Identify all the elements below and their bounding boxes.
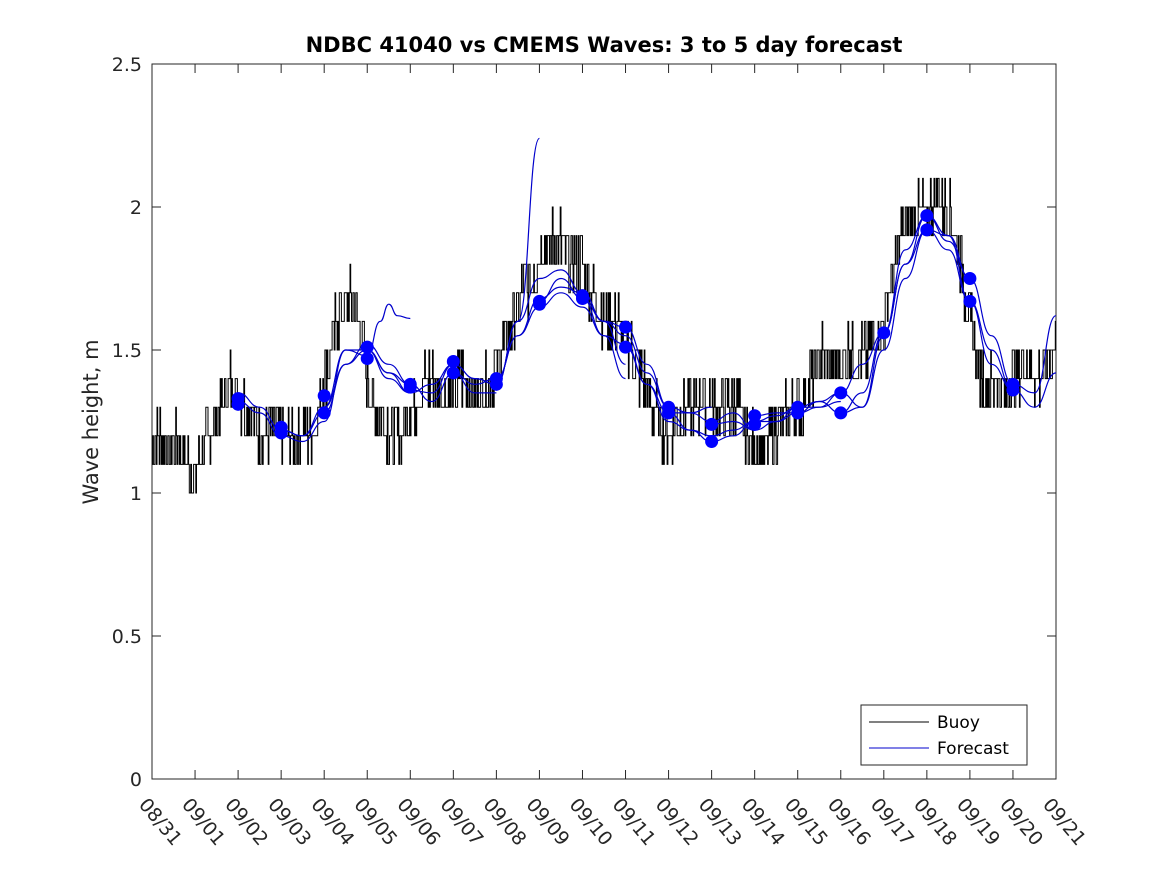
- y-tick-label: 1.5: [112, 340, 142, 362]
- y-tick-label: 1: [130, 483, 142, 505]
- forecast-marker: [662, 406, 676, 420]
- forecast-marker: [360, 340, 374, 354]
- forecast-marker: [532, 297, 546, 311]
- forecast-marker: [920, 209, 934, 223]
- forecast-marker: [963, 294, 977, 308]
- forecast-marker: [1006, 383, 1020, 397]
- y-tick-label: 2.5: [112, 54, 142, 76]
- forecast-marker: [489, 377, 503, 391]
- forecast-marker: [274, 426, 288, 440]
- legend-label-forecast: Forecast: [937, 739, 1009, 759]
- forecast-marker: [705, 417, 719, 431]
- forecast-marker: [963, 272, 977, 285]
- axes-box: [151, 63, 1057, 780]
- legend: Buoy Forecast: [860, 704, 1028, 766]
- forecast-series-line: [926, 229, 1056, 408]
- forecast-marker: [748, 417, 762, 431]
- legend-label-buoy: Buoy: [937, 713, 980, 733]
- forecast-marker: [834, 406, 848, 420]
- forecast-marker: [705, 435, 719, 449]
- forecast-series-line: [410, 137, 540, 394]
- y-tick-label: 0.5: [112, 626, 142, 648]
- series-group: [152, 137, 1056, 494]
- forecast-marker: [920, 223, 934, 237]
- forecast-marker: [403, 380, 417, 394]
- forecast-marker: [619, 340, 633, 354]
- forecast-series-line: [367, 349, 497, 403]
- y-tick-label: 2: [130, 197, 142, 219]
- forecast-marker: [446, 366, 460, 380]
- y-axis-label: Wave height, m: [79, 339, 103, 504]
- forecast-marker: [791, 406, 805, 420]
- legend-box: [860, 704, 1028, 766]
- y-tick-label: 0: [130, 769, 142, 791]
- forecast-marker: [446, 354, 460, 368]
- forecast-marker: [877, 326, 891, 340]
- forecast-marker: [317, 389, 331, 403]
- forecast-marker: [619, 320, 633, 334]
- forecast-marker: [231, 397, 245, 411]
- forecast-marker: [360, 352, 374, 366]
- forecast-marker: [317, 406, 331, 420]
- chart-title: NDBC 41040 vs CMEMS Waves: 3 to 5 day fo…: [306, 33, 903, 57]
- forecast-marker: [834, 386, 848, 400]
- forecast-marker: [575, 292, 589, 306]
